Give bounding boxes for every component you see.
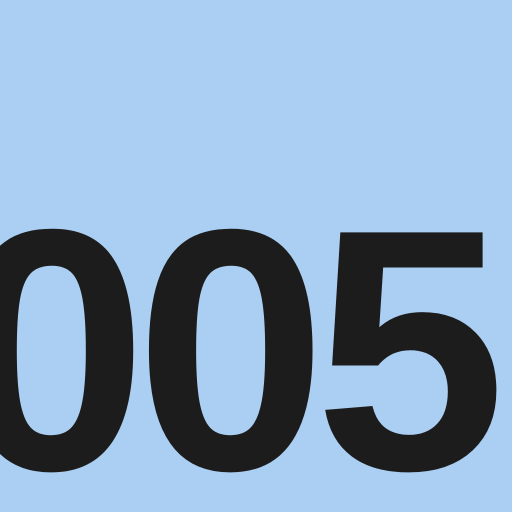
large-number-text: 005. [0,158,512,512]
